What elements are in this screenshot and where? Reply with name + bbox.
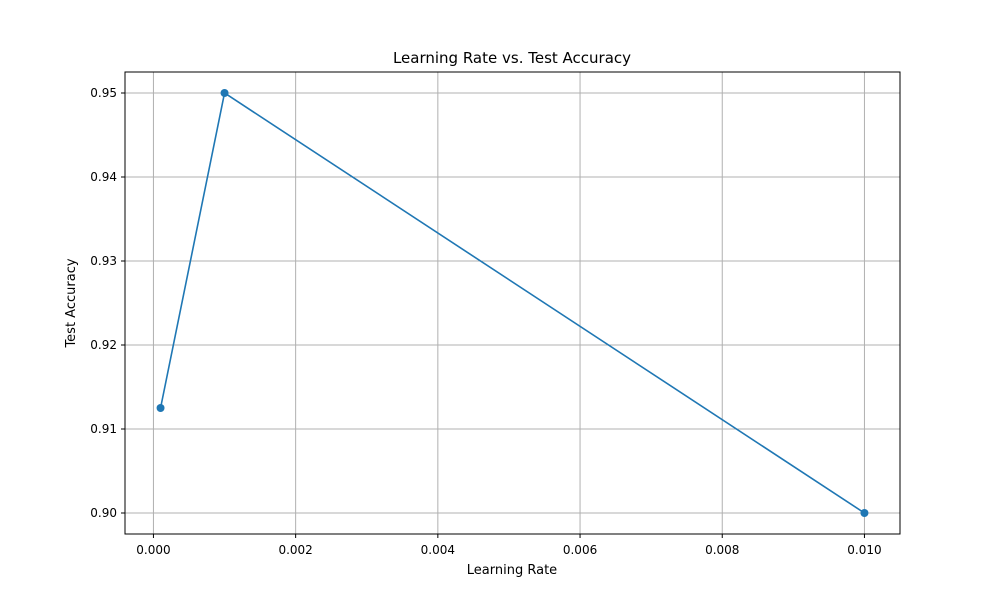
y-tick-label: 0.93 [90,254,117,268]
y-tick-label: 0.90 [90,506,117,520]
plot-frame [124,71,901,535]
series-line [159,91,865,514]
y-tick-label: 0.94 [90,170,117,184]
series-layer [156,89,869,517]
x-tick-label: 0.000 [136,543,170,557]
y-tick-label: 0.95 [90,86,117,100]
grid-lines [125,72,900,534]
data-point [156,404,165,412]
data-point [220,89,229,97]
x-axis-label: Learning Rate [467,563,557,578]
x-tick-label: 0.010 [847,543,881,557]
x-tick-label: 0.006 [563,543,597,557]
y-axis-label: Test Accuracy [64,258,79,348]
y-tick-label: 0.92 [90,338,117,352]
y-tick-label: 0.91 [90,422,117,436]
x-tick-label: 0.002 [278,543,312,557]
chart-title: Learning Rate vs. Test Accuracy [393,49,631,67]
axis-ticks: 0.000 0.002 0.004 0.006 0.008 0.010 0.90 0.91 0.… [90,86,881,557]
x-tick-label: 0.004 [421,543,455,557]
x-tick-label: 0.008 [705,543,739,557]
data-point [860,509,869,517]
